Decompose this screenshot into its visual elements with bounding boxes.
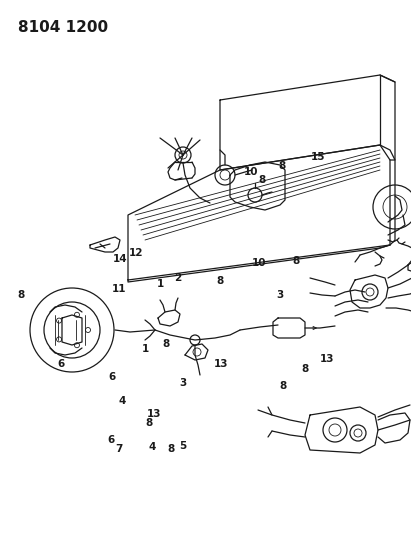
Text: 14: 14 [113, 254, 127, 263]
Text: 13: 13 [214, 359, 229, 369]
Text: 13: 13 [147, 409, 162, 418]
Text: 1: 1 [142, 344, 150, 354]
Text: 2: 2 [174, 273, 181, 283]
Text: 8: 8 [163, 339, 170, 349]
Text: 6: 6 [107, 435, 115, 445]
Text: 10: 10 [244, 167, 259, 177]
Text: 8: 8 [278, 161, 285, 171]
Text: 13: 13 [319, 354, 334, 364]
Text: 11: 11 [112, 284, 127, 294]
Text: 7: 7 [115, 444, 123, 454]
Text: 3: 3 [276, 290, 283, 300]
Text: 5: 5 [179, 441, 187, 451]
Text: 4: 4 [148, 442, 156, 451]
Text: 3: 3 [179, 378, 187, 387]
Text: 15: 15 [311, 152, 326, 162]
Text: 8: 8 [259, 175, 266, 184]
Text: 8: 8 [216, 276, 224, 286]
Text: 6: 6 [108, 373, 115, 382]
Text: 1: 1 [157, 279, 164, 289]
Text: 4: 4 [119, 397, 126, 406]
Text: 8: 8 [301, 365, 309, 374]
Text: 6: 6 [57, 359, 65, 368]
Text: 8: 8 [292, 256, 300, 266]
Text: 12: 12 [129, 248, 144, 257]
Text: 10: 10 [252, 258, 266, 268]
Text: 8: 8 [18, 290, 25, 300]
Text: 8: 8 [145, 418, 152, 427]
Text: 8: 8 [279, 382, 286, 391]
Text: 8: 8 [167, 444, 174, 454]
Text: 8104 1200: 8104 1200 [18, 20, 108, 35]
